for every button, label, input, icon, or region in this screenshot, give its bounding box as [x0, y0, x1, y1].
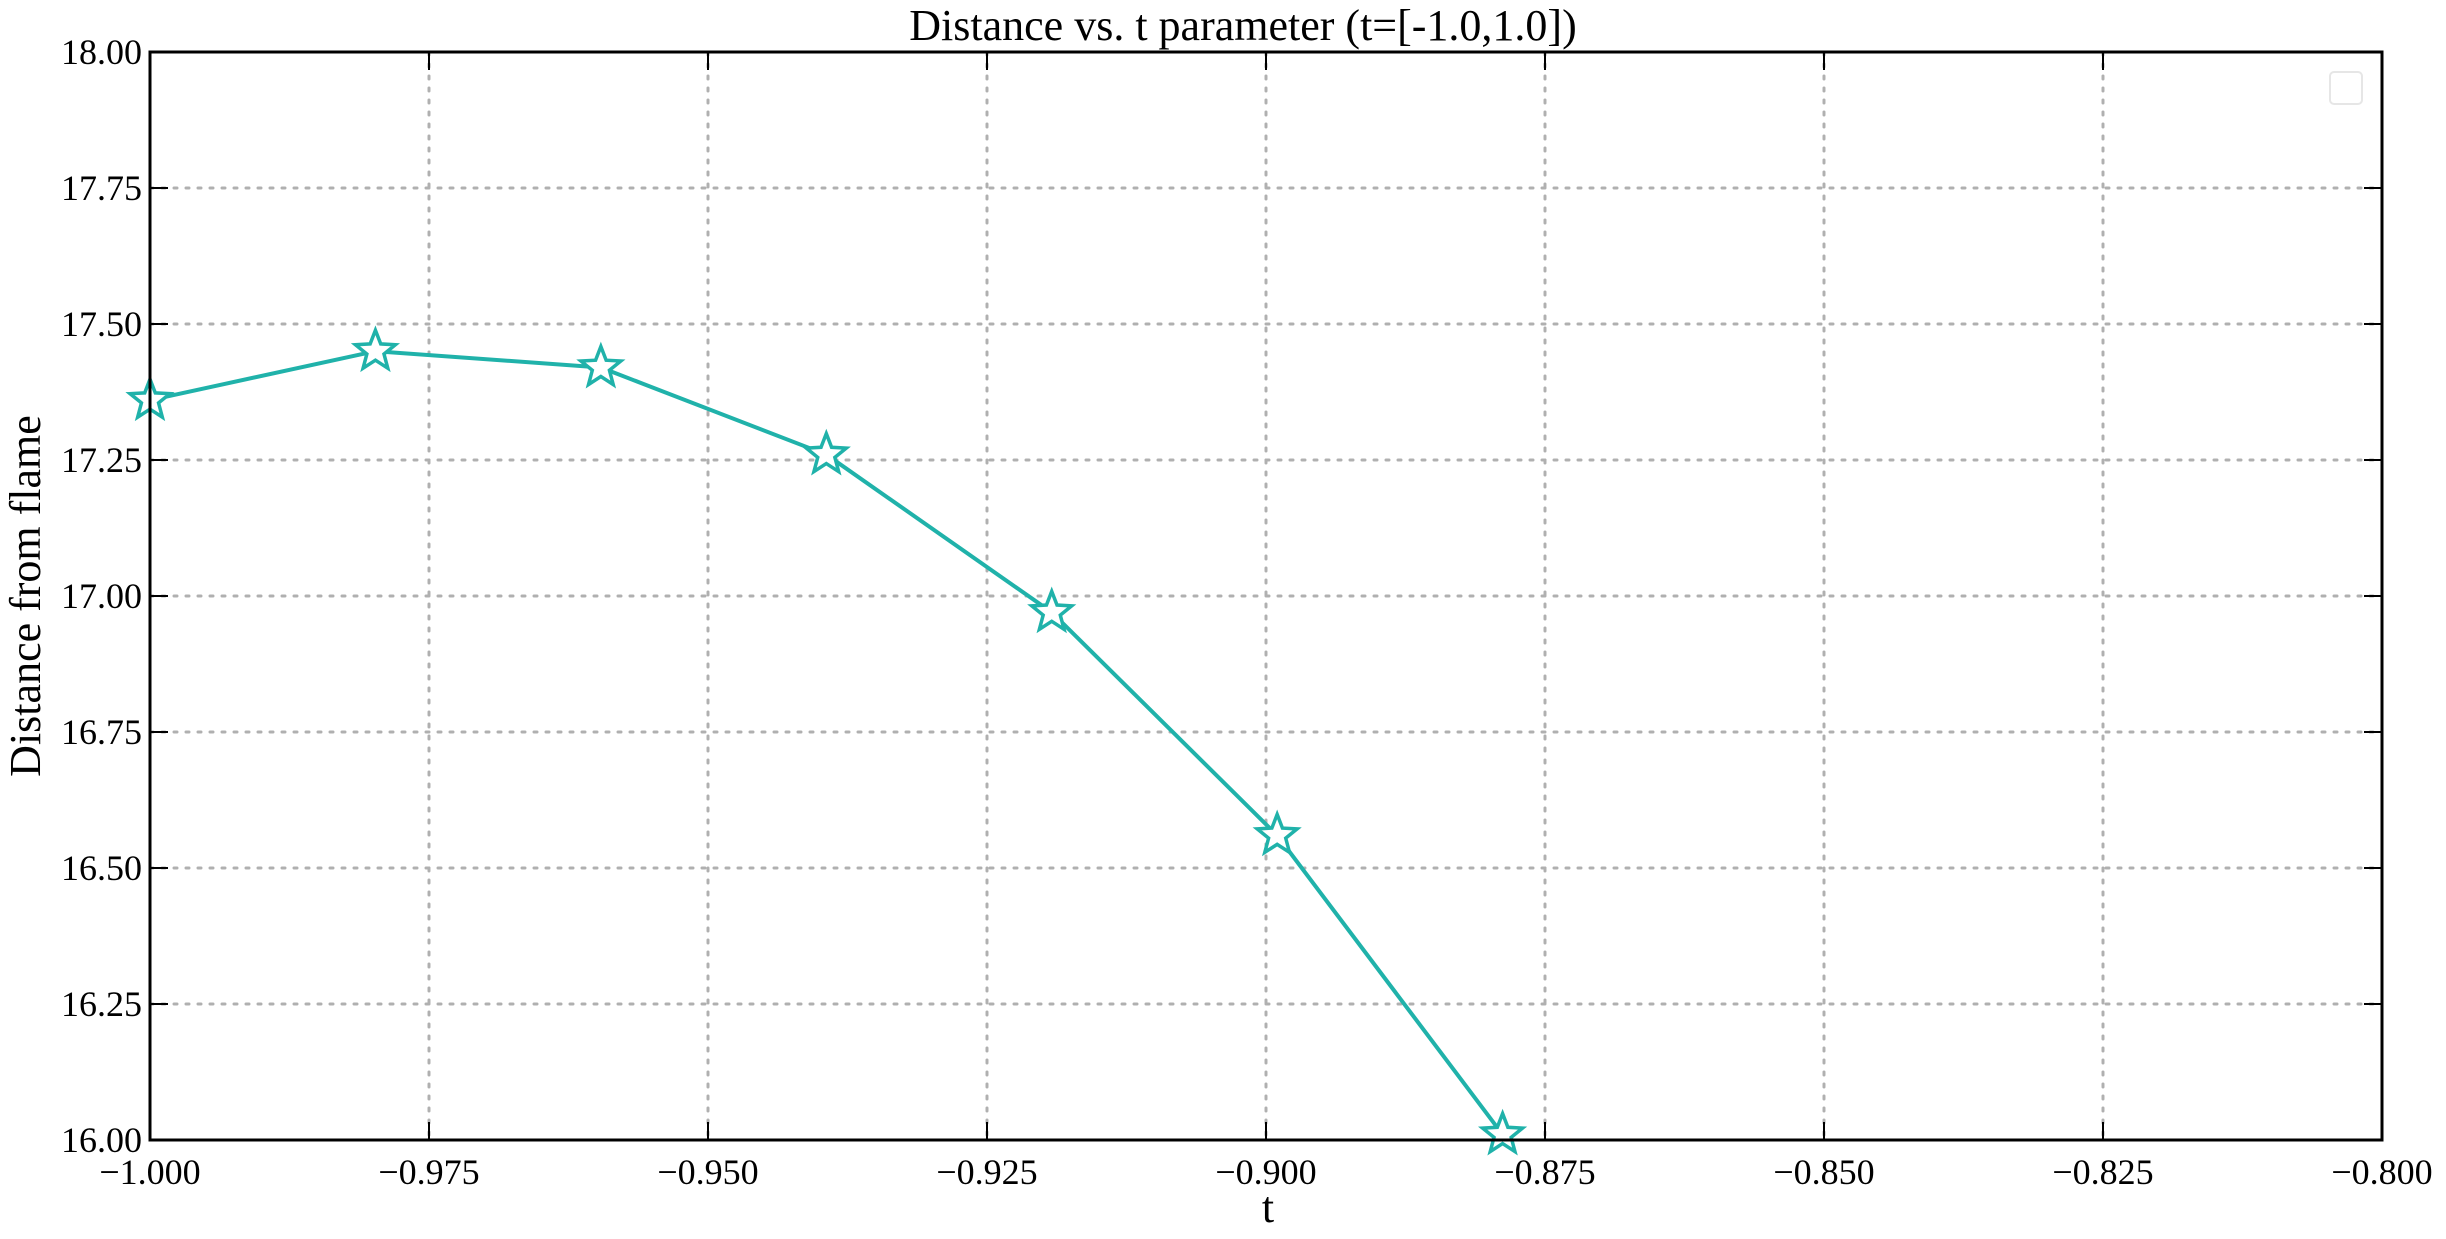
grid-lines	[148, 50, 2384, 1142]
data-point-star	[350, 325, 401, 373]
y-axis-label: Distance from flame	[1, 415, 50, 777]
y-tick-label: 17.75	[61, 168, 142, 208]
data-point-star	[1252, 809, 1302, 857]
x-tick-label: −0.925	[936, 1152, 1037, 1192]
axis-ticks: −1.000 −0.975 −0.950 −0.925 −0.900 −0.875 −0.8…	[61, 32, 2433, 1192]
y-tick-label: 16.00	[61, 1120, 142, 1160]
series-line	[149, 349, 1505, 1136]
x-tick-label: −0.875	[1494, 1152, 1595, 1192]
y-tick-label: 17.00	[61, 576, 142, 616]
data-point-star	[1027, 586, 1077, 634]
series-layer	[125, 325, 1528, 1156]
x-tick-label: −0.975	[378, 1152, 479, 1192]
data-point-star	[801, 428, 851, 476]
x-tick-label: −0.825	[2052, 1152, 2153, 1192]
x-tick-label: −0.800	[2331, 1152, 2432, 1192]
x-tick-label: −1.000	[99, 1152, 200, 1192]
data-point-star	[576, 341, 626, 389]
y-tick-label: 17.25	[61, 440, 142, 480]
y-tick-label: 18.00	[61, 32, 142, 72]
y-tick-label: 16.50	[61, 848, 142, 888]
x-tick-label: −0.850	[1773, 1152, 1874, 1192]
y-tick-label: 16.25	[61, 984, 142, 1024]
x-tick-label: −0.950	[657, 1152, 758, 1192]
y-tick-label: 17.50	[61, 304, 142, 344]
legend-box	[2329, 71, 2363, 105]
x-tick-label: −0.900	[1215, 1152, 1316, 1192]
legend	[2329, 71, 2363, 105]
chart-title: Distance vs. t parameter (t=[-1.0,1.0])	[909, 1, 1576, 50]
y-tick-label: 16.75	[61, 712, 142, 752]
x-axis-label: t	[1262, 1183, 1274, 1232]
data-point-star	[1477, 1108, 1528, 1156]
